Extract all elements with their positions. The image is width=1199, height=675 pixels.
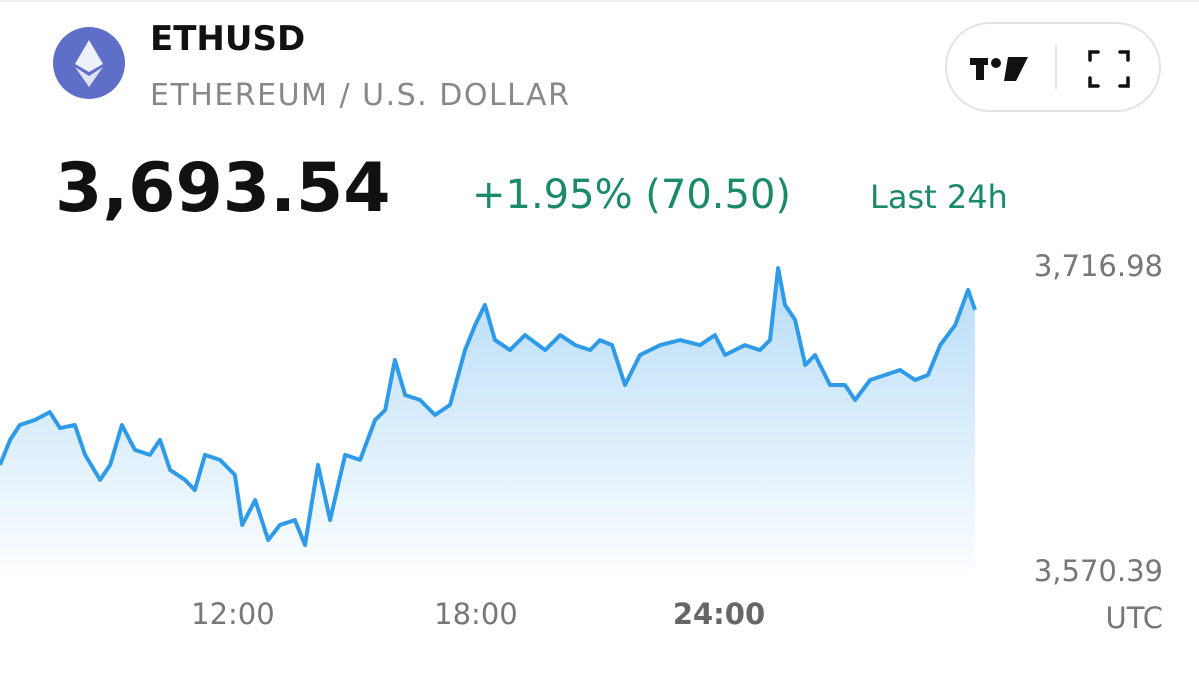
x-tick-label: 12:00 <box>191 597 275 631</box>
tradingview-button[interactable] <box>970 57 1028 81</box>
plot: 3,570.39 3,716.98 12:00 18:00 24:00 UTC <box>0 249 1163 635</box>
timezone-label: UTC <box>1106 601 1164 635</box>
y-tick-label: 3,716.98 <box>1034 249 1163 283</box>
area <box>0 268 975 570</box>
price-line <box>0 266 977 547</box>
toolbar <box>945 22 1161 112</box>
x-tick-label: 24:00 <box>673 597 765 631</box>
eth-icon <box>53 27 125 99</box>
instrument-name: ETHEREUM / U.S. DOLLAR <box>150 78 570 113</box>
period: Last 24h <box>870 178 1008 216</box>
symbol: ETHUSD <box>150 19 305 59</box>
change: +1.95% (70.50) <box>472 172 791 218</box>
fullscreen-button[interactable] <box>1088 50 1130 88</box>
price: 3,693.54 <box>55 149 391 228</box>
y-tick-label: 3,570.39 <box>1034 554 1163 588</box>
x-tick-label: 18:00 <box>434 597 518 631</box>
